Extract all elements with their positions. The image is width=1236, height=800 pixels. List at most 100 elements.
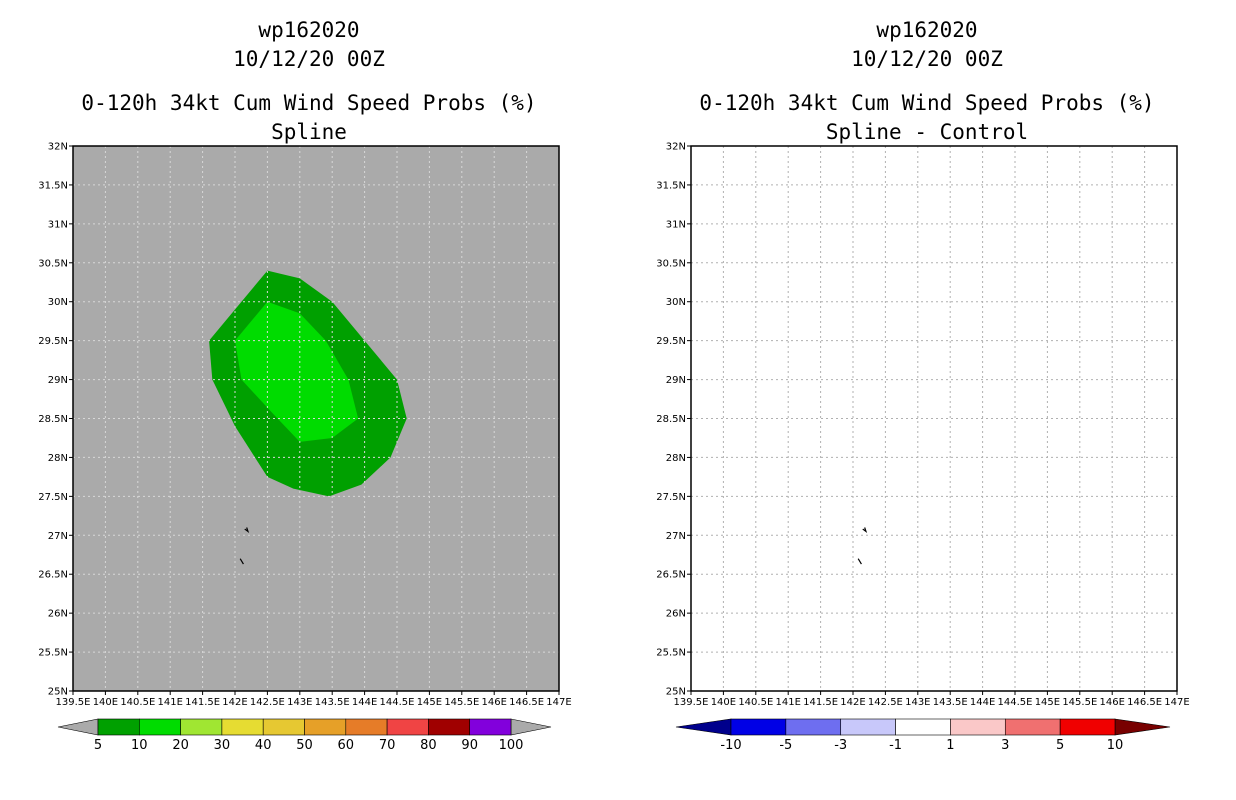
colorbar-swatch: [469, 718, 512, 736]
island-north: [862, 527, 868, 533]
colorbar-label: 100: [499, 738, 524, 753]
lon-tick-label: 144.5E: [380, 697, 415, 708]
colorbar-label: 90: [461, 738, 478, 753]
lon-tick-label: 139.5E: [674, 697, 709, 708]
chart-panel-spline-minus-control: wp162020 10/12/20 00Z 0-120h 34kt Cum Wi…: [618, 0, 1236, 800]
lat-tick-label: 31N: [48, 219, 68, 230]
chart-title: wp162020: [258, 18, 360, 42]
island-south: [239, 558, 244, 565]
lon-tick-label: 147E: [1164, 697, 1189, 708]
lat-tick-label: 30N: [666, 297, 686, 308]
lon-tick-label: 141.5E: [803, 697, 838, 708]
lat-tick-label: 32N: [666, 142, 686, 153]
lat-tick-label: 25.5N: [38, 648, 68, 659]
lat-tick-label: 27.5N: [38, 492, 68, 503]
colorbar-label: 30: [214, 738, 231, 753]
colorbar-swatch: [1059, 718, 1116, 736]
lon-tick-label: 139.5E: [56, 697, 91, 708]
colorbar-label: 40: [255, 738, 272, 753]
chart-subtitle: 10/12/20 00Z: [233, 47, 385, 71]
lat-tick-label: 27N: [48, 531, 68, 542]
lon-tick-label: 141E: [775, 697, 800, 708]
lat-tick-label: 29N: [666, 375, 686, 386]
colorbar-label: -3: [834, 738, 847, 753]
lon-tick-label: 140E: [93, 697, 118, 708]
colorbar-swatch: [97, 718, 140, 736]
lat-tick-label: 31.5N: [38, 180, 68, 191]
colorbar-label: 70: [379, 738, 396, 753]
lat-tick-label: 29.5N: [38, 336, 68, 347]
lon-tick-label: 146.5E: [1127, 697, 1162, 708]
lat-tick-label: 28.5N: [656, 414, 686, 425]
lon-tick-label: 141E: [157, 697, 182, 708]
chart-heading: 0-120h 34kt Cum Wind Speed Probs (%): [81, 91, 537, 115]
lon-tick-label: 142.5E: [250, 697, 285, 708]
lon-tick-label: 145.5E: [1062, 697, 1097, 708]
lat-tick-label: 26N: [666, 609, 686, 620]
lon-tick-label: 144E: [970, 697, 995, 708]
lon-tick-label: 142E: [840, 697, 865, 708]
lat-tick-label: 25N: [666, 687, 686, 698]
colorbar-swatch: [840, 718, 896, 736]
lon-tick-label: 145E: [417, 697, 442, 708]
map-background: [691, 146, 1177, 691]
island-north: [244, 527, 250, 533]
lat-tick-label: 29N: [48, 375, 68, 386]
lon-tick-label: 143.5E: [315, 697, 350, 708]
colorbar-swatch: [730, 718, 787, 736]
lon-tick-label: 143E: [287, 697, 312, 708]
lat-tick-label: 27.5N: [656, 492, 686, 503]
lon-tick-label: 140.5E: [738, 697, 773, 708]
lat-tick-label: 27N: [666, 531, 686, 542]
colorbar-label: 80: [420, 738, 437, 753]
chart-title: wp162020: [876, 18, 978, 42]
lat-tick-label: 31.5N: [656, 180, 686, 191]
chart-panel-spline: wp162020 10/12/20 00Z 0-120h 34kt Cum Wi…: [38, 18, 571, 754]
colorbar-label: 50: [296, 738, 313, 753]
lat-tick-label: 26.5N: [38, 570, 68, 581]
lat-tick-label: 26N: [48, 609, 68, 620]
lat-tick-label: 30.5N: [38, 258, 68, 269]
colorbar-swatch: [386, 718, 429, 736]
lon-tick-label: 147E: [546, 697, 571, 708]
lat-tick-label: 26.5N: [656, 570, 686, 581]
lon-tick-label: 144E: [352, 697, 377, 708]
colorbar-low-triangle: [675, 718, 732, 736]
chart-subheading: Spline: [271, 120, 347, 144]
lon-tick-label: 142.5E: [868, 697, 903, 708]
colorbar-swatch: [180, 718, 223, 736]
colorbar-swatch: [785, 718, 842, 736]
island-south: [857, 558, 862, 565]
colorbar-swatch: [428, 718, 470, 736]
lat-tick-label: 31N: [666, 219, 686, 230]
chart-subtitle: 10/12/20 00Z: [851, 47, 1003, 71]
lat-tick-label: 28.5N: [38, 414, 68, 425]
colorbar-label: 1: [946, 738, 954, 753]
lon-tick-label: 142E: [222, 697, 247, 708]
lon-tick-label: 141.5E: [185, 697, 220, 708]
lon-tick-label: 144.5E: [998, 697, 1033, 708]
lon-tick-label: 145E: [1035, 697, 1060, 708]
lon-tick-label: 143.5E: [933, 697, 968, 708]
lon-tick-label: 143E: [905, 697, 930, 708]
colorbar-swatch: [262, 718, 305, 736]
colorbar-label: -5: [779, 738, 792, 753]
colorbar-swatch: [895, 718, 951, 736]
colorbar-label: 10: [131, 738, 148, 753]
lat-tick-label: 28N: [48, 453, 68, 464]
contour-10-20: [235, 301, 359, 442]
lon-tick-label: 140.5E: [120, 697, 155, 708]
colorbar-swatch: [139, 718, 181, 736]
colorbar-high-triangle: [510, 718, 552, 736]
colorbar-swatch: [345, 718, 388, 736]
lat-tick-label: 25.5N: [656, 648, 686, 659]
lat-tick-label: 30N: [48, 297, 68, 308]
colorbar-label: -10: [720, 738, 741, 753]
colorbar-label: -1: [889, 738, 902, 753]
lat-tick-label: 30.5N: [656, 258, 686, 269]
colorbar-swatch: [304, 718, 347, 736]
lat-tick-label: 28N: [666, 453, 686, 464]
colorbar-label: 5: [1056, 738, 1064, 753]
probability-map-chart: 32N 31.5N 31N 30.5N 30N 29.5N 29N 28.5N 28N 27.5N…: [38, 142, 571, 754]
difference-map-chart: 32N 31.5N 31N 30.5N 30N 29.5N 29N 28.5N 28N 27.5N…: [656, 142, 1189, 754]
